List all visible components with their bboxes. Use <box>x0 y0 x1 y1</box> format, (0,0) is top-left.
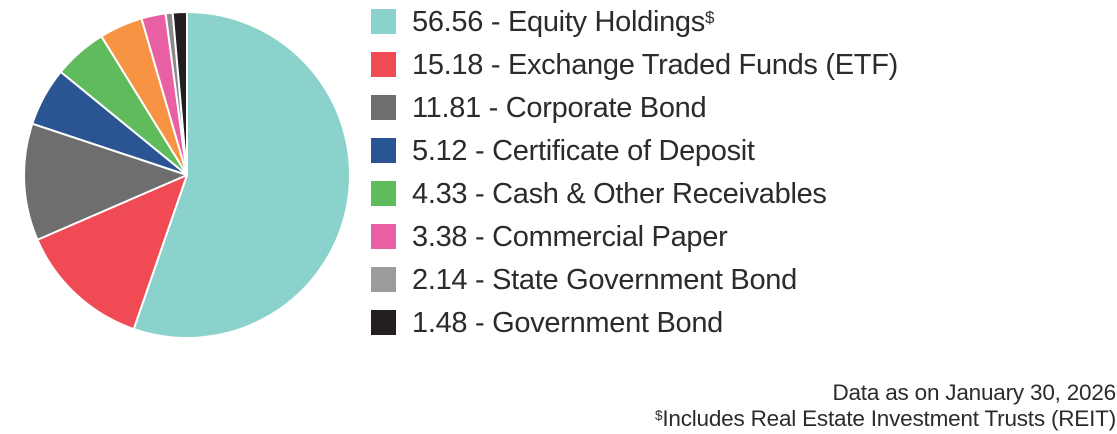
legend-item: 11.81 - Corporate Bond <box>371 91 898 125</box>
legend-item: 4.33 - Cash & Other Receivables <box>371 177 898 211</box>
pie-slice-exchange-traded-funds <box>36 174 188 331</box>
legend-swatch <box>371 181 396 206</box>
pie-slice-corporate-bond <box>23 122 188 241</box>
legend-item: 2.14 - State Government Bond <box>371 263 898 297</box>
legend-swatch <box>371 95 396 120</box>
legend-item: 5.12 - Certificate of Deposit <box>371 134 898 168</box>
legend-label: 5.12 - Certificate of Deposit <box>412 135 755 167</box>
legend-label: 11.81 - Corporate Bond <box>412 92 707 124</box>
legend: 56.56 - Equity Holdings$ 15.18 - Exchang… <box>371 5 898 340</box>
legend-swatch <box>371 9 396 34</box>
legend-swatch <box>371 267 396 292</box>
legend-label: 56.56 - Equity Holdings$ <box>412 6 715 38</box>
legend-item: 56.56 - Equity Holdings$ <box>371 5 898 39</box>
legend-swatch <box>371 224 396 249</box>
footnote-marker: $ <box>655 407 663 423</box>
pie-slice-government-bond <box>171 11 188 176</box>
legend-swatch <box>371 138 396 163</box>
legend-item: 3.38 - Commercial Paper <box>371 220 898 254</box>
footnote-marker: $ <box>704 8 715 28</box>
legend-label: 3.38 - Commercial Paper <box>412 221 728 253</box>
reit-footnote: $Includes Real Estate Investment Trusts … <box>655 406 1116 432</box>
legend-item: 1.48 - Government Bond <box>371 306 898 340</box>
footer: Data as on January 30, 2026 $Includes Re… <box>655 380 1116 432</box>
pie-chart <box>23 11 351 339</box>
legend-label: 4.33 - Cash & Other Receivables <box>412 178 827 210</box>
legend-item: 15.18 - Exchange Traded Funds (ETF) <box>371 48 898 82</box>
legend-swatch <box>371 52 396 77</box>
legend-swatch <box>371 310 396 335</box>
legend-label: 1.48 - Government Bond <box>412 307 723 339</box>
legend-label: 15.18 - Exchange Traded Funds (ETF) <box>412 49 898 81</box>
footnote-text: Includes Real Estate Investment Trusts (… <box>662 406 1116 431</box>
data-as-on-date: Data as on January 30, 2026 <box>832 380 1116 405</box>
legend-label: 2.14 - State Government Bond <box>412 264 797 296</box>
